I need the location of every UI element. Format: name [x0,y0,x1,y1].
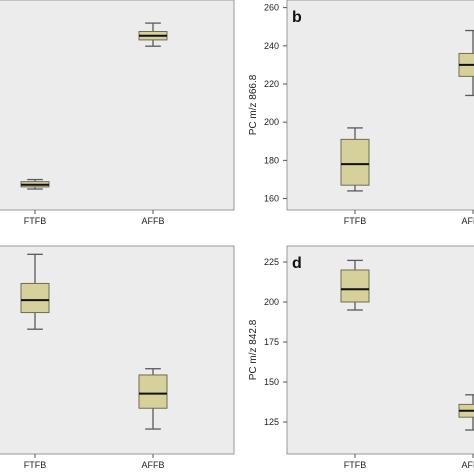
box-affb [458,394,474,431]
x-tick-label: FTFB [344,460,367,470]
y-tick-label: 175 [264,337,279,347]
plot-area [0,245,235,455]
y-axis-label: PC m/z 866.8 [248,74,259,135]
box-ftfb [340,127,370,192]
box-iqr [20,282,50,314]
panel-label: b [292,9,302,26]
y-tick-label: 220 [264,79,279,89]
x-tick-label: AFFB [141,460,164,470]
x-tick-label: AFFB [461,216,474,226]
y-tick-label: 225 [264,257,279,267]
chart-panel-4: 125 150 175 200 225 PC m/z 842.8 d FTFB AFFB [248,245,474,470]
x-tick-label: FTFB [24,460,47,470]
plot-area [286,245,474,455]
y-tick-label: 160 [264,194,279,204]
y-tick-label: 200 [264,297,279,307]
box-ftfb [20,253,50,330]
y-axis-label: PC m/z 842.8 [248,319,259,380]
box-affb [138,368,168,430]
y-tick-label: 260 [264,3,279,13]
panel-label: d [292,255,302,272]
chart-panel-1: FTFB AFFB [0,0,235,226]
box-iqr [340,138,370,186]
x-tick-label: AFFB [461,460,474,470]
plot-area [0,0,235,211]
y-tick-label: 125 [264,417,279,427]
x-tick-label: FTFB [344,216,367,226]
chart-panel-2: 160 180 200 220 240 260 PC m/z 866.8 b FTFB AFFB [248,0,474,226]
chart-panel-3: FTFB AFFB [0,245,235,470]
y-tick-label: 240 [264,41,279,51]
y-tick-label: 150 [264,377,279,387]
y-tick-label: 200 [264,117,279,127]
box-ftfb [340,259,370,311]
box-affb [138,22,168,47]
box-iqr [138,374,168,409]
box-affb [458,29,474,97]
plot-area [286,0,474,211]
x-tick-label: FTFB [24,216,47,226]
y-tick-label: 180 [264,155,279,165]
box-ftfb [20,178,50,190]
x-tick-label: AFFB [141,216,164,226]
box-iqr [340,269,370,303]
